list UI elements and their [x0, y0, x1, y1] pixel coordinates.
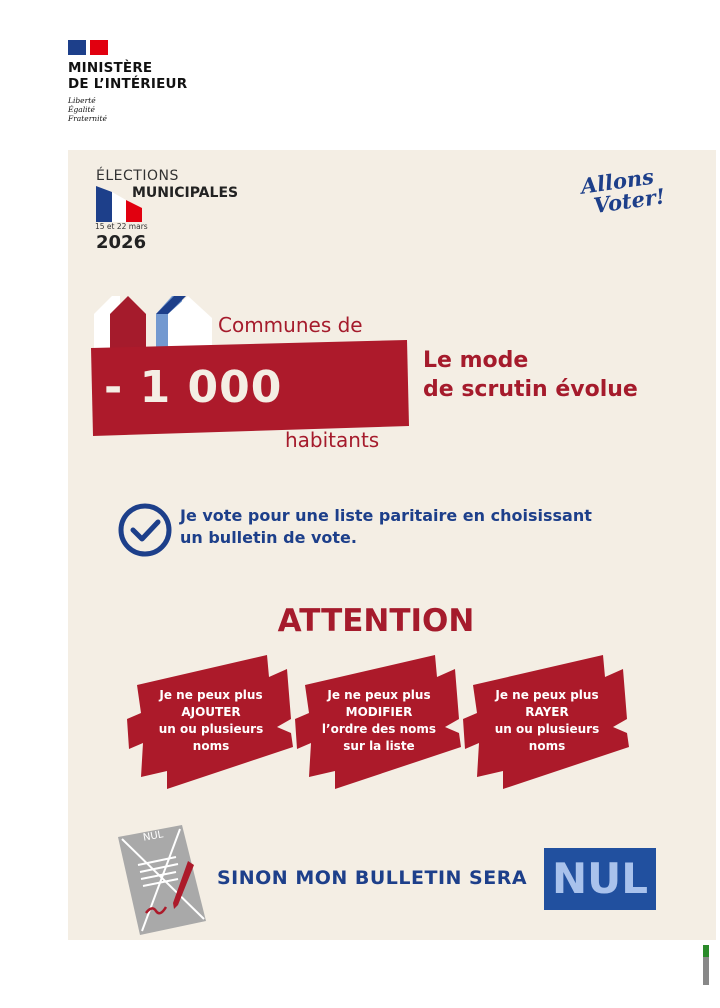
motto-egalite: Égalité	[68, 105, 95, 114]
marianne-logo	[68, 40, 108, 55]
population-threshold: - 1 000	[104, 362, 283, 413]
population-band	[91, 340, 409, 436]
banner-rayer: Je ne peux plus RAYER un ou plusieurs noms	[463, 655, 635, 795]
headline: Le mode de scrutin évolue	[423, 346, 638, 404]
banner-line: Je ne peux plus	[159, 688, 263, 702]
ministry-name-line2: DE L’INTÉRIEUR	[68, 76, 188, 92]
motto-fraternite: Fraternité	[68, 114, 107, 123]
habitants-label: habitants	[285, 428, 380, 452]
poster-panel	[68, 150, 716, 940]
banner-line: un ou plusieurs	[494, 722, 600, 736]
nul-badge: NUL	[544, 848, 656, 910]
vote-line1: Je vote pour une liste paritaire en choi…	[180, 506, 592, 525]
election-dates: 15 et 22 mars	[95, 222, 148, 231]
print-mark	[703, 945, 709, 985]
attention-heading: ATTENTION	[277, 603, 475, 639]
banner-line: Je ne peux plus	[495, 688, 599, 702]
vote-statement: Je vote pour une liste paritaire en choi…	[180, 505, 592, 549]
banner-line: sur la liste	[343, 739, 415, 753]
headline-line2: de scrutin évolue	[423, 377, 638, 402]
banner-line: Je ne peux plus	[327, 688, 431, 702]
banner-line: AJOUTER	[181, 705, 241, 719]
banner-line: un ou plusieurs	[158, 722, 264, 736]
banner-line: RAYER	[525, 705, 569, 719]
ministry-name-line1: MINISTÈRE	[68, 60, 153, 76]
municipales-label: MUNICIPALES	[132, 185, 239, 201]
banner-line: MODIFIER	[345, 705, 413, 719]
houses-icon	[94, 296, 212, 354]
banner-line: noms	[192, 739, 230, 753]
warning-text: SINON MON BULLETIN SERA	[217, 867, 528, 889]
check-circle-icon	[118, 503, 172, 557]
void-ballot-icon: NUL	[118, 825, 210, 937]
banner-line: l’ordre des noms	[321, 722, 437, 736]
communes-label: Communes de	[218, 313, 363, 337]
election-year: 2026	[96, 232, 147, 253]
allons-voter-logo: Allons Voter!	[579, 164, 666, 218]
vote-line2: un bulletin de vote.	[180, 528, 357, 547]
french-flag-icon	[96, 186, 142, 222]
banner-ajouter: Je ne peux plus AJOUTER un ou plusieurs nom…	[127, 655, 299, 795]
banner-modifier: Je ne peux plus MODIFIER l’ordre des noms s…	[295, 655, 467, 795]
motto-liberte: Liberté	[68, 96, 96, 105]
headline-line1: Le mode	[423, 348, 529, 373]
banner-line: noms	[528, 739, 566, 753]
elections-label: ÉLECTIONS	[96, 168, 179, 184]
